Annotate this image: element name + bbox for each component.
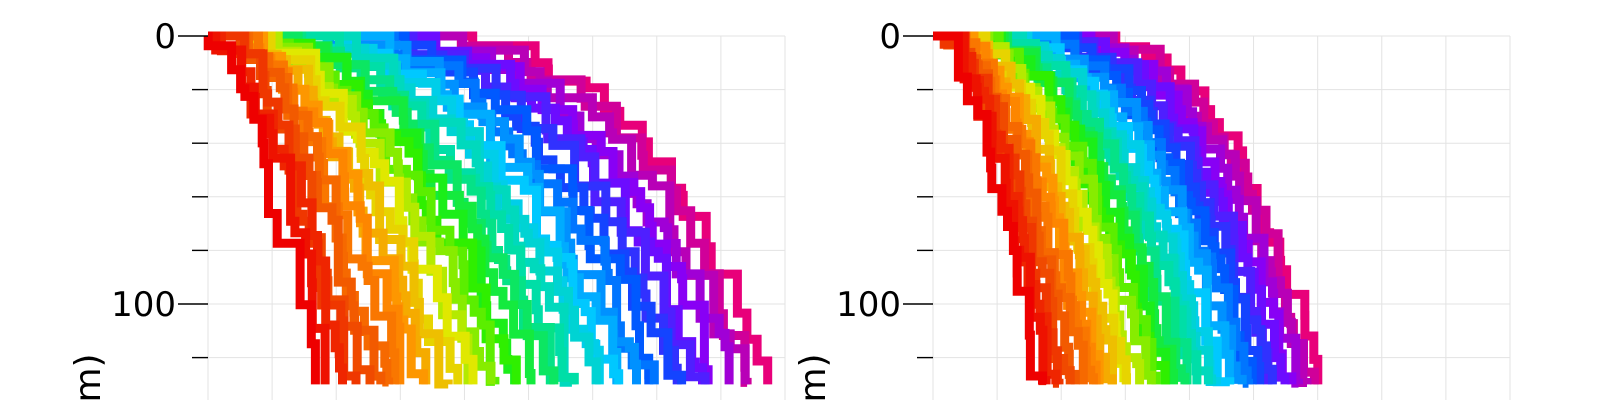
series-line (203, 31, 320, 385)
series-lines (203, 31, 773, 389)
series-line (208, 31, 386, 385)
y-axis-label: (m) (68, 353, 109, 400)
series-line (933, 31, 1323, 385)
chart-panel-left: 0 100 (m) (68, 17, 786, 400)
y-axis-label: (m) (793, 353, 834, 400)
series-line (933, 31, 1051, 386)
chart-panel-right: 0 100 (m) (793, 17, 1511, 400)
y-axis: 0 100 (111, 17, 208, 359)
y-tick-label: 100 (836, 285, 901, 325)
y-tick-label: 0 (879, 17, 901, 57)
y-tick-label: 0 (154, 17, 176, 57)
series-line (933, 31, 1290, 385)
series-lines (933, 31, 1323, 388)
y-axis: 0 100 (836, 17, 933, 359)
series-line (208, 31, 601, 385)
series-line (933, 31, 1190, 385)
y-tick-label: 100 (111, 285, 176, 325)
series-line (933, 31, 1047, 385)
series-line (933, 31, 1235, 387)
series-line (208, 31, 773, 385)
